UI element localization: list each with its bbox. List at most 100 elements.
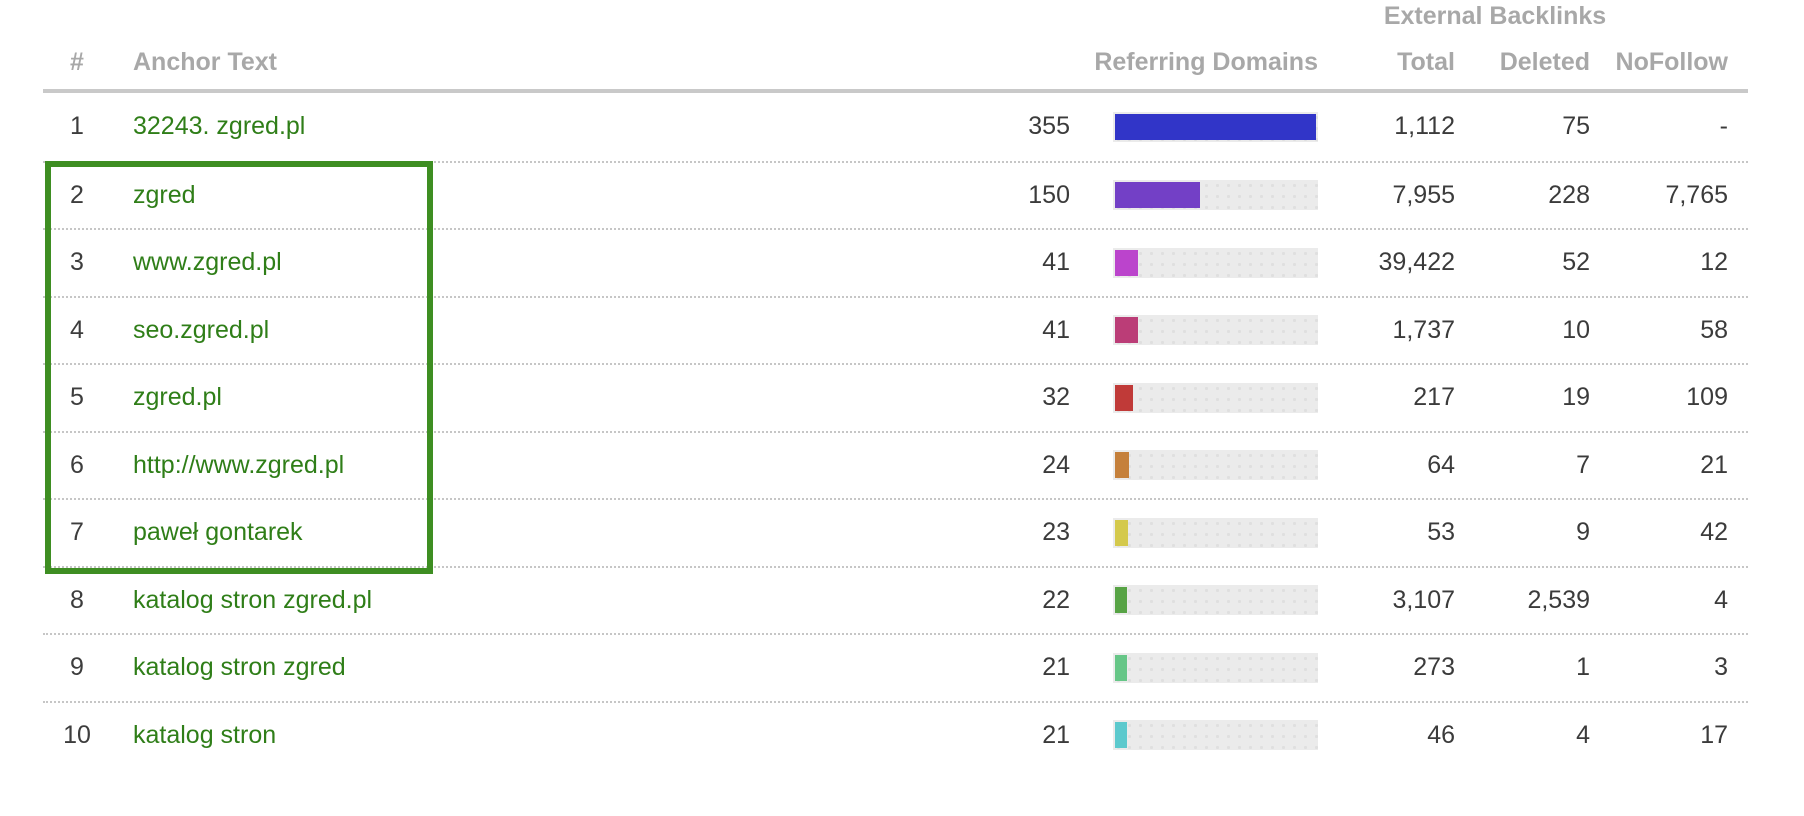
anchor-link[interactable]: zgred	[133, 180, 196, 209]
referring-domains-bar	[1113, 247, 1318, 278]
column-headers-row: # Anchor Text Referring Domains Total De…	[43, 48, 1748, 77]
anchor-link[interactable]: katalog stron zgred.pl	[133, 585, 373, 614]
column-header-anchor-text[interactable]: Anchor Text	[133, 48, 277, 76]
rank-cell: 8	[70, 585, 84, 614]
table-body: 1 32243. zgred.pl 355 1,112 75 - 2 zgred…	[43, 93, 1748, 768]
total-backlinks-cell: 217	[1413, 383, 1455, 412]
table-row: 1 32243. zgred.pl 355 1,112 75 -	[43, 93, 1748, 161]
bar-fill	[1115, 519, 1129, 546]
deleted-backlinks-cell: 9	[1576, 518, 1590, 547]
table-row: 9 katalog stron zgred 21 273 1 3	[43, 633, 1748, 701]
deleted-backlinks-cell: 19	[1562, 383, 1590, 412]
bar-fill	[1115, 722, 1127, 749]
table-row: 7 paweł gontarek 23 53 9 42	[43, 498, 1748, 566]
anchor-link[interactable]: zgred.pl	[133, 383, 222, 412]
anchor-cell: katalog stron zgred	[111, 653, 870, 682]
referring-domains-count: 41	[1042, 248, 1070, 277]
total-backlinks-cell: 273	[1413, 653, 1455, 682]
referring-domains-bar	[1113, 180, 1318, 211]
rank-cell: 3	[70, 248, 84, 277]
nofollow-backlinks-cell: 7,765	[1665, 180, 1728, 209]
bar-fill	[1115, 113, 1316, 140]
deleted-backlinks-cell: 7	[1576, 450, 1590, 479]
bar-fill	[1115, 317, 1139, 344]
anchors-table: External Backlinks # Anchor Text Referri…	[43, 0, 1748, 768]
column-header-rank: #	[70, 48, 84, 76]
referring-domains-count: 24	[1042, 450, 1070, 479]
bar-fill	[1115, 182, 1201, 209]
anchor-cell: katalog stron zgred.pl	[111, 586, 870, 615]
anchor-link[interactable]: seo.zgred.pl	[133, 315, 270, 344]
nofollow-backlinks-cell: 12	[1700, 248, 1728, 277]
rank-cell: 6	[70, 450, 84, 479]
total-backlinks-cell: 39,422	[1378, 248, 1455, 277]
referring-domains-count: 23	[1042, 518, 1070, 547]
deleted-backlinks-cell: 4	[1576, 720, 1590, 749]
column-header-total[interactable]: Total	[1397, 48, 1455, 76]
deleted-backlinks-cell: 75	[1562, 112, 1590, 141]
total-backlinks-cell: 64	[1427, 450, 1455, 479]
referring-domains-count: 21	[1042, 720, 1070, 749]
nofollow-backlinks-cell: 58	[1700, 315, 1728, 344]
table-row: 8 katalog stron zgred.pl 22 3,107 2,539 …	[43, 565, 1748, 634]
referring-domains-bar	[1113, 517, 1318, 548]
column-group-external-backlinks: External Backlinks	[1383, 2, 1607, 30]
rank-cell: 2	[70, 180, 84, 209]
anchor-link[interactable]: paweł gontarek	[133, 518, 303, 547]
total-backlinks-cell: 46	[1427, 720, 1455, 749]
total-backlinks-cell: 1,112	[1394, 112, 1455, 141]
rank-cell: 10	[63, 720, 91, 749]
deleted-backlinks-cell: 52	[1562, 248, 1590, 277]
referring-domains-bar	[1113, 382, 1318, 413]
referring-domains-count: 21	[1042, 653, 1070, 682]
anchor-link[interactable]: www.zgred.pl	[133, 248, 282, 277]
anchor-link[interactable]: katalog stron zgred	[133, 653, 346, 682]
deleted-backlinks-cell: 2,539	[1527, 585, 1590, 614]
deleted-backlinks-cell: 1	[1576, 653, 1590, 682]
table-row: 4 seo.zgred.pl 41 1,737 10 58	[43, 295, 1748, 364]
table-row: 5 zgred.pl 32 217 19 109	[43, 363, 1748, 431]
column-header-deleted[interactable]: Deleted	[1499, 48, 1590, 76]
rank-cell: 7	[70, 518, 84, 547]
referring-domains-count: 22	[1042, 585, 1070, 614]
referring-domains-bar	[1113, 315, 1318, 346]
anchor-link[interactable]: katalog stron	[133, 720, 277, 749]
anchor-cell: paweł gontarek	[111, 518, 870, 547]
referring-domains-bar	[1113, 450, 1318, 481]
nofollow-backlinks-cell: 109	[1686, 383, 1728, 412]
referring-domains-bar	[1113, 585, 1318, 616]
nofollow-backlinks-cell: 42	[1700, 518, 1728, 547]
total-backlinks-cell: 1,737	[1392, 315, 1455, 344]
bar-fill	[1115, 587, 1128, 614]
table-row: 3 www.zgred.pl 41 39,422 52 12	[43, 228, 1748, 296]
rank-cell: 1	[70, 112, 84, 141]
nofollow-backlinks-cell: 3	[1714, 653, 1728, 682]
nofollow-backlinks-cell: 4	[1714, 585, 1728, 614]
referring-domains-bar	[1113, 720, 1318, 751]
total-backlinks-cell: 7,955	[1392, 180, 1455, 209]
total-backlinks-cell: 53	[1427, 518, 1455, 547]
bar-fill	[1115, 384, 1134, 411]
bar-fill	[1115, 654, 1127, 681]
anchor-cell: seo.zgred.pl	[111, 316, 870, 345]
column-header-referring-domains[interactable]: Referring Domains	[1094, 48, 1318, 76]
bar-fill	[1115, 249, 1139, 276]
table-row: 6 http://www.zgred.pl 24 64 7 21	[43, 430, 1748, 499]
column-header-nofollow[interactable]: NoFollow	[1615, 48, 1728, 76]
anchor-link[interactable]: 32243. zgred.pl	[133, 112, 306, 141]
bar-fill	[1115, 452, 1129, 479]
anchor-cell: 32243. zgred.pl	[111, 112, 870, 141]
referring-domains-bar	[1113, 111, 1318, 142]
referring-domains-bar	[1113, 652, 1318, 683]
referring-domains-count: 355	[1028, 112, 1070, 141]
rank-cell: 5	[70, 383, 84, 412]
anchor-link[interactable]: http://www.zgred.pl	[133, 450, 345, 479]
referring-domains-count: 32	[1042, 383, 1070, 412]
nofollow-backlinks-cell: 21	[1700, 450, 1728, 479]
deleted-backlinks-cell: 10	[1562, 315, 1590, 344]
anchor-cell: zgred	[111, 181, 870, 210]
table-row: 10 katalog stron 21 46 4 17	[43, 700, 1748, 769]
anchor-cell: www.zgred.pl	[111, 248, 870, 277]
referring-domains-count: 150	[1028, 180, 1070, 209]
nofollow-backlinks-cell: 17	[1700, 720, 1728, 749]
